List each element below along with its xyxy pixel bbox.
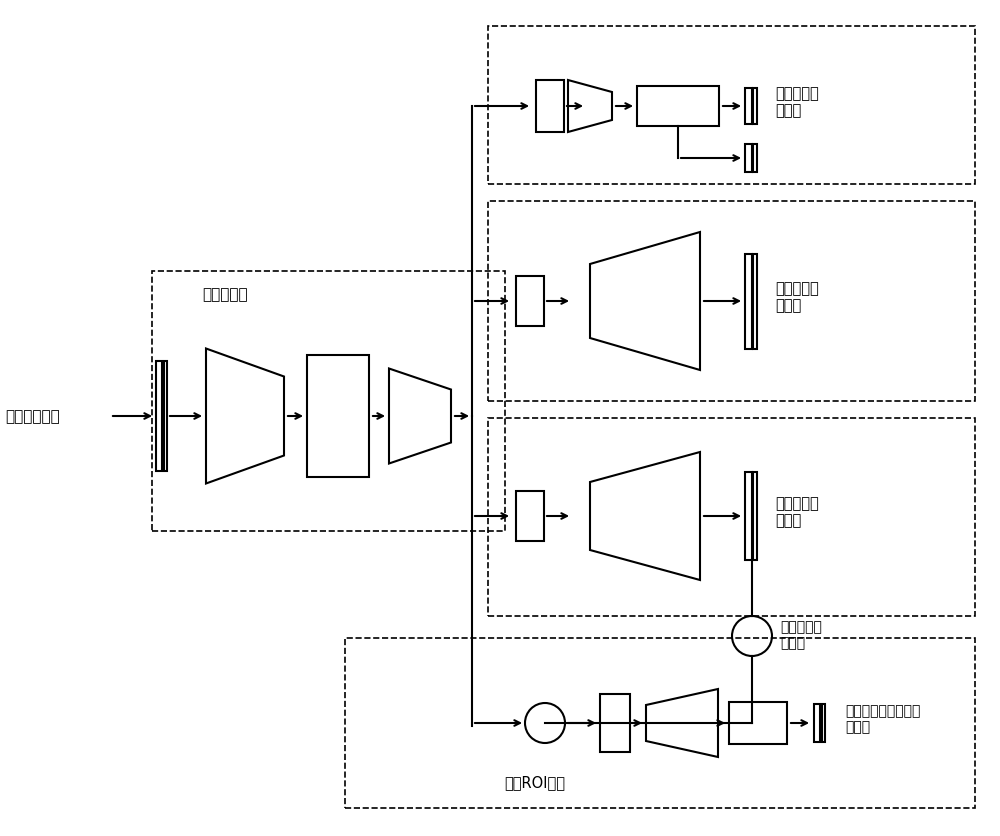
Bar	[745, 89, 752, 125]
Text: 车位可用（被占）性
输出层: 车位可用（被占）性 输出层	[845, 703, 920, 733]
Text: 泊车场景输入: 泊车场景输入	[5, 409, 60, 424]
Bar	[536, 81, 564, 133]
Text: 车位ROI池化: 车位ROI池化	[505, 774, 566, 789]
Bar	[637, 87, 719, 127]
Text: 车位关键点
输出层: 车位关键点 输出层	[775, 495, 819, 528]
Text: 车位关键点
后处理: 车位关键点 后处理	[780, 619, 822, 650]
Bar	[754, 145, 757, 173]
Bar	[307, 355, 369, 477]
Bar	[516, 277, 544, 327]
Bar	[745, 145, 752, 173]
Bar	[488, 27, 975, 185]
Bar	[488, 201, 975, 401]
Text: 可行驶区域
输出层: 可行驶区域 输出层	[775, 280, 819, 313]
Text: 可移动目标
输出层: 可移动目标 输出层	[775, 86, 819, 118]
Bar	[745, 472, 752, 560]
Bar	[822, 704, 825, 742]
Bar	[488, 419, 975, 616]
Bar	[156, 361, 162, 472]
Bar	[164, 361, 167, 472]
Bar	[754, 254, 757, 349]
Bar	[729, 702, 787, 744]
Bar	[600, 694, 630, 752]
Bar	[754, 472, 757, 560]
Bar	[754, 89, 757, 125]
Bar	[345, 638, 975, 808]
Text: 共享特征层: 共享特征层	[202, 287, 248, 302]
Bar	[516, 492, 544, 542]
Bar	[745, 254, 752, 349]
Bar	[814, 704, 820, 742]
Bar	[152, 272, 505, 532]
